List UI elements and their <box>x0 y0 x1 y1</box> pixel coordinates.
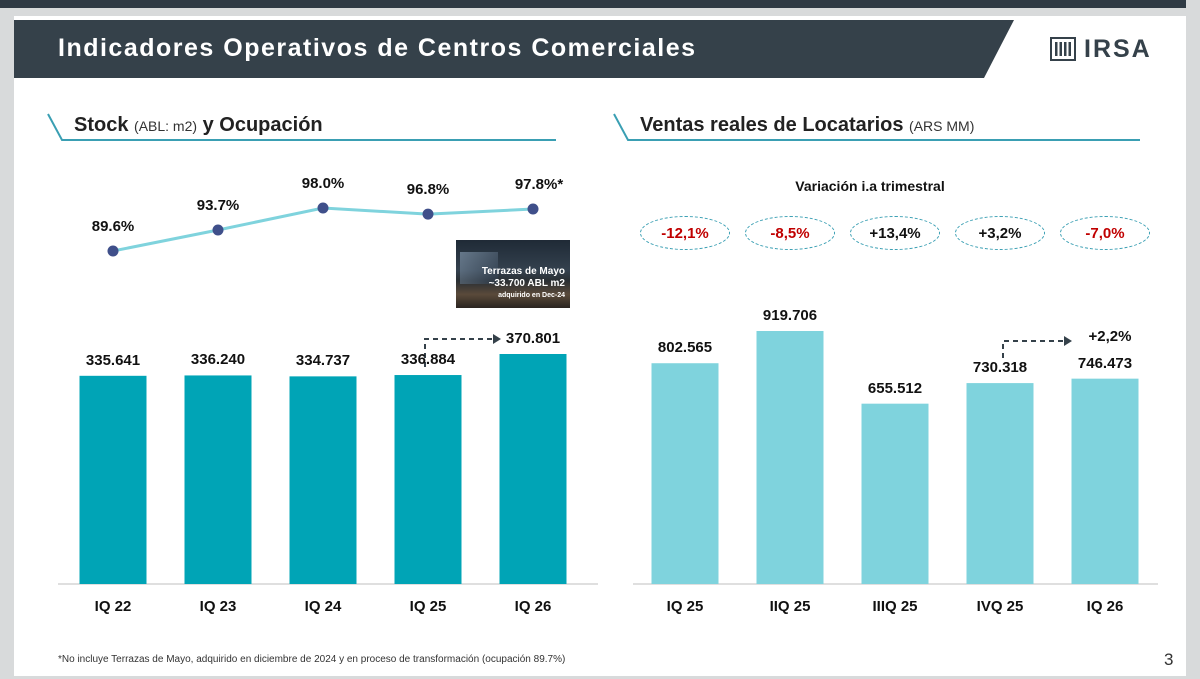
photo-caption-line1: Terrazas de Mayo <box>481 266 565 277</box>
sales-bar <box>651 363 719 584</box>
stock-title-unit: (ABL: m2) <box>134 118 198 134</box>
stock-section-title: Stock (ABL: m2) y Ocupación <box>74 114 323 137</box>
sales-category-label: IQ 25 <box>666 598 704 615</box>
stock-value-label: 370.801 <box>505 330 561 347</box>
logo-text: IRSA <box>1084 34 1152 63</box>
terrazas-photo: Terrazas de Mayo ~33.700 ABL m2 adquirid… <box>456 240 570 308</box>
occupancy-label: 97.8%* <box>514 176 564 194</box>
top-strip <box>0 0 1200 8</box>
sales-value-label: 655.512 <box>867 379 923 397</box>
occupancy-label: 96.8% <box>406 181 450 199</box>
occupancy-label: 89.6% <box>91 218 135 235</box>
stock-bar <box>79 375 147 584</box>
sales-category-label: IVQ 25 <box>976 598 1024 615</box>
occupancy-label: 98.0% <box>301 175 345 192</box>
sales-bar <box>1071 378 1139 584</box>
sales-growth-annotation: +2,2% <box>1088 328 1132 345</box>
header-bar: Indicadores Operativos de Centros Comerc… <box>14 20 1014 78</box>
sales-category-label: IIIQ 25 <box>872 598 918 615</box>
stock-category-label: IQ 24 <box>304 598 342 615</box>
sales-bar <box>756 331 824 584</box>
sales-title-main: Ventas reales de Locatarios <box>640 114 904 136</box>
stock-category-label: IQ 22 <box>94 598 132 615</box>
occupancy-point <box>212 224 224 236</box>
variation-subtitle: Variación i.a trimestral <box>795 178 945 194</box>
stock-title-rest: y Ocupación <box>202 114 323 136</box>
stock-value-label: 335.641 <box>85 351 141 369</box>
stock-title-main: Stock <box>74 114 129 136</box>
sales-value-label: 919.706 <box>762 307 818 324</box>
stock-value-label: 336.240 <box>190 351 246 369</box>
yoy-variation-badge: +13,4% <box>850 216 940 250</box>
sales-section-header: Ventas reales de Locatarios (ARS MM) <box>612 112 1152 142</box>
occupancy-point <box>527 203 539 215</box>
sales-growth-arrow <box>1002 340 1064 358</box>
stock-arrow-head <box>493 334 501 344</box>
page-edge <box>1186 0 1200 679</box>
section-accent-line <box>613 113 1140 141</box>
photo-caption-line3: adquirido en Dec-24 <box>498 292 565 299</box>
sales-value-label: 746.473 <box>1077 354 1133 372</box>
stock-category-label: IQ 26 <box>514 598 552 615</box>
yoy-variation-badge: +3,2% <box>955 216 1045 250</box>
sales-category-label: IIQ 25 <box>769 598 811 615</box>
sales-value-label: 730.318 <box>972 359 1028 377</box>
sales-category-label: IQ 26 <box>1086 598 1124 615</box>
sales-title-unit: (ARS MM) <box>909 118 975 134</box>
occupancy-point <box>317 202 329 214</box>
photo-caption: Terrazas de Mayo ~33.700 ABL m2 adquirid… <box>482 266 565 302</box>
occupancy-point <box>107 245 119 257</box>
stock-bar <box>184 375 252 584</box>
stock-category-label: IQ 25 <box>409 598 447 615</box>
yoy-variation-badge: -12,1% <box>640 216 730 250</box>
sales-arrow-head <box>1064 336 1072 346</box>
sales-bar <box>861 403 929 584</box>
stock-value-label: 336.884 <box>400 351 456 369</box>
stock-value-label: 334.737 <box>295 352 351 370</box>
stock-section-header: Stock (ABL: m2) y Ocupación <box>46 112 566 142</box>
stock-growth-arrow <box>424 338 493 367</box>
page-number: 3 <box>1164 650 1174 669</box>
stock-bar <box>289 376 357 584</box>
footnote: *No incluye Terrazas de Mayo, adquirido … <box>58 654 566 665</box>
occupancy-label: 93.7% <box>196 197 240 214</box>
yoy-variation-badge: -7,0% <box>1060 216 1150 250</box>
photo-building <box>460 252 498 284</box>
section-accent-line <box>47 113 556 141</box>
occupancy-point <box>422 208 434 220</box>
sales-bar <box>966 383 1034 584</box>
sales-section-title: Ventas reales de Locatarios (ARS MM) <box>640 114 974 137</box>
stock-bar <box>394 375 462 584</box>
irsa-logo: IRSA <box>1050 34 1152 64</box>
irsa-logo-icon <box>1050 37 1076 61</box>
stock-bar <box>499 354 567 584</box>
photo-caption-line2: ~33.700 ABL m2 <box>488 278 565 289</box>
stock-category-label: IQ 23 <box>199 598 237 615</box>
yoy-variation-badge: -8,5% <box>745 216 835 250</box>
sales-value-label: 802.565 <box>657 339 713 357</box>
page-title: Indicadores Operativos de Centros Comerc… <box>58 34 697 62</box>
